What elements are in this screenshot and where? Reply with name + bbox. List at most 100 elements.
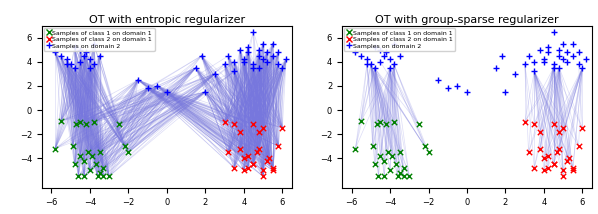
Point [235, 48, 245, 52]
Point [420, 144, 429, 148]
Point [85, 58, 94, 61]
Point [376, 60, 385, 64]
Point [380, 159, 389, 162]
Point [264, 156, 274, 160]
Point [529, 123, 539, 126]
Point [91, 162, 100, 166]
Point [56, 54, 66, 58]
Point [535, 130, 545, 133]
Point [51, 51, 60, 54]
Point [274, 144, 283, 148]
Point [70, 162, 80, 166]
Point [529, 166, 539, 169]
Point [51, 147, 60, 150]
Point [380, 175, 389, 178]
Point [374, 175, 383, 178]
Point [191, 66, 200, 70]
Point [395, 150, 404, 154]
Point [268, 166, 277, 169]
Point [578, 126, 587, 130]
Point [254, 48, 264, 52]
Point [230, 60, 239, 64]
Point [243, 166, 252, 169]
Point [274, 51, 283, 54]
Point [254, 66, 264, 70]
Point [262, 51, 271, 54]
Point [568, 169, 578, 172]
Point [501, 90, 510, 94]
Point [382, 51, 391, 54]
Point [75, 154, 85, 158]
Point [554, 54, 564, 58]
Point [382, 123, 391, 126]
Point [510, 72, 520, 76]
Point [539, 60, 549, 64]
Point [210, 72, 220, 76]
Point [389, 42, 399, 45]
Point [559, 175, 568, 178]
Point [529, 60, 539, 64]
Point [539, 58, 549, 61]
Point [249, 62, 258, 66]
Point [282, 58, 291, 61]
Point [235, 147, 245, 150]
Point [543, 46, 553, 49]
Point [75, 60, 85, 64]
Point [535, 147, 545, 150]
Title: OT with group-sparse regularizer: OT with group-sparse regularizer [375, 15, 559, 25]
Point [56, 119, 66, 123]
Point [554, 130, 564, 133]
Point [370, 66, 380, 70]
Point [249, 162, 258, 166]
Point [573, 62, 583, 66]
Point [549, 123, 559, 126]
Point [258, 126, 268, 130]
Point [389, 120, 399, 124]
Point [224, 54, 233, 58]
Point [62, 58, 72, 61]
Point [573, 144, 583, 148]
Point [529, 70, 539, 73]
Point [376, 120, 385, 124]
Point [414, 123, 423, 126]
Point [277, 126, 287, 130]
Point [350, 147, 360, 150]
Point [549, 62, 559, 66]
Point [72, 123, 81, 126]
Point [568, 166, 578, 169]
Point [258, 175, 268, 178]
Point [81, 123, 91, 126]
Point [543, 166, 553, 169]
Point [120, 144, 129, 148]
Legend: Samples of class 1 on domain 1, Samples of class 2 on domain 1, Samples on domai: Samples of class 1 on domain 1, Samples … [44, 28, 155, 51]
Point [87, 154, 97, 158]
Point [243, 51, 252, 54]
Point [520, 62, 529, 66]
Point [424, 150, 434, 154]
Point [70, 66, 80, 70]
Point [581, 58, 591, 61]
Point [80, 159, 89, 162]
Point [356, 119, 366, 123]
Point [220, 62, 230, 66]
Point [462, 90, 472, 94]
Point [268, 42, 277, 45]
Point [370, 162, 380, 166]
Point [239, 58, 249, 61]
Point [74, 175, 83, 178]
Point [68, 144, 77, 148]
Point [554, 48, 564, 52]
Point [568, 54, 578, 58]
Point [395, 54, 404, 58]
Point [549, 162, 559, 166]
Point [152, 84, 162, 88]
Point [268, 54, 277, 58]
Point [370, 46, 380, 49]
Point [385, 66, 395, 70]
Point [274, 62, 283, 66]
Point [380, 54, 389, 58]
Point [85, 169, 94, 172]
Point [568, 42, 578, 45]
Point [399, 166, 408, 169]
Point [491, 66, 501, 70]
